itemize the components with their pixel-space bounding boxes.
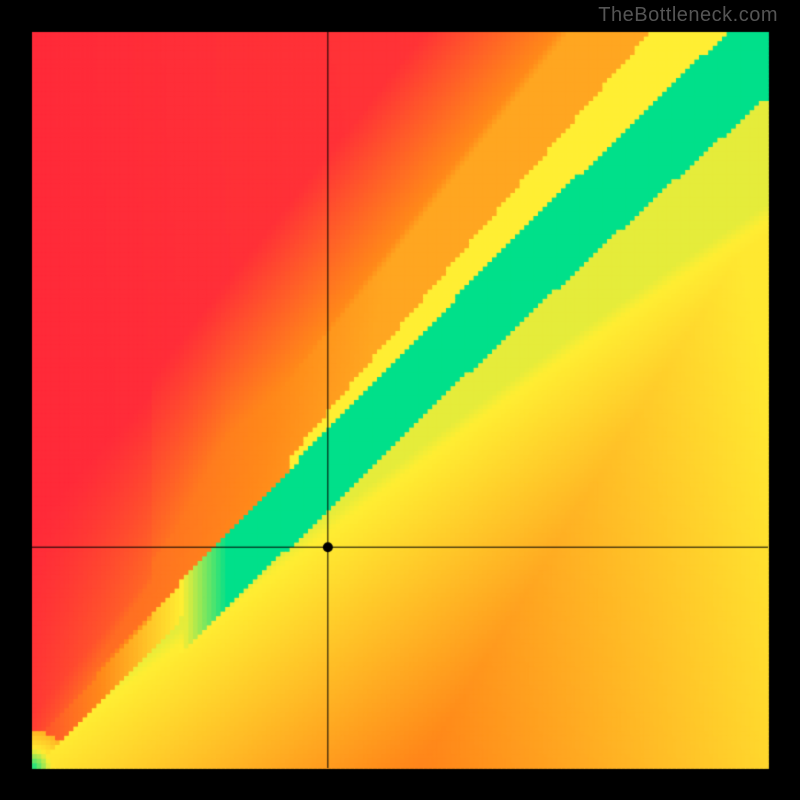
watermark-text: TheBottleneck.com <box>598 4 778 27</box>
chart-container: TheBottleneck.com <box>0 0 800 800</box>
bottleneck-heatmap <box>0 0 800 800</box>
